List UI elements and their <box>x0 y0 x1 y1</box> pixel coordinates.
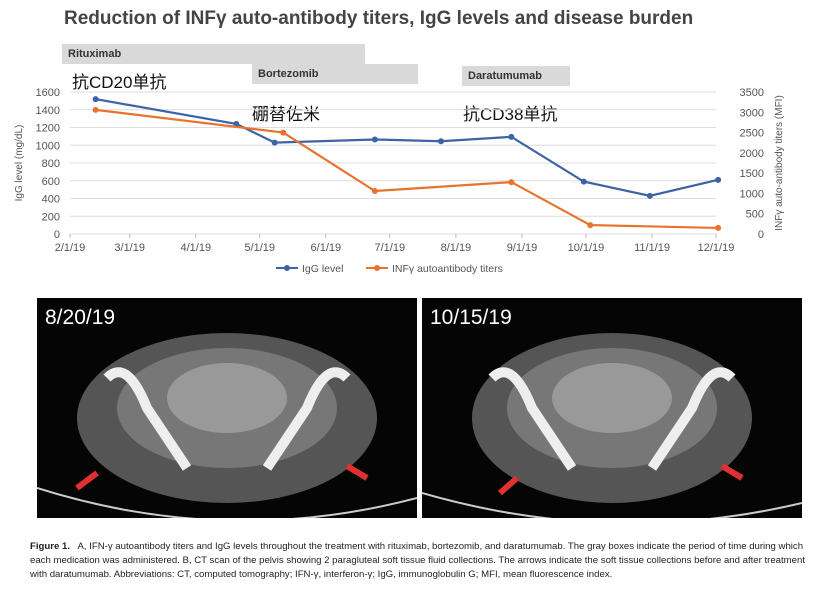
data-point <box>508 133 515 140</box>
y2-tick-label: 1000 <box>740 188 764 200</box>
data-point <box>508 179 515 186</box>
daratumumab-period-box: Daratumumab <box>462 66 570 86</box>
legend-marker <box>284 265 290 271</box>
data-point <box>715 224 722 231</box>
data-point <box>580 178 587 185</box>
y2-axis-label: INFγ auto-antibody titers (MFI) <box>774 95 785 231</box>
data-point <box>271 139 278 146</box>
x-tick-label: 12/1/19 <box>698 242 735 254</box>
y-tick-label: 600 <box>42 176 60 188</box>
data-point <box>92 96 99 103</box>
caption-text: A, IFN-γ autoantibody titers and IgG lev… <box>30 541 806 580</box>
x-tick-label: 10/1/19 <box>568 242 605 254</box>
legend-label: INFγ autoantibody titers <box>392 263 503 275</box>
x-tick-label: 8/1/19 <box>441 242 472 254</box>
series-line-0 <box>95 98 719 197</box>
y2-tick-label: 500 <box>746 209 764 221</box>
data-point <box>371 187 378 194</box>
arrow-icon <box>75 470 99 491</box>
data-point <box>233 120 240 127</box>
rituximab-period-box: Rituximab <box>62 44 365 64</box>
caption-label: Figure 1. <box>30 541 70 552</box>
x-tick-label: 11/1/19 <box>634 242 670 254</box>
y-tick-label: 0 <box>54 229 60 241</box>
data-point <box>280 129 287 136</box>
y-tick-label: 1200 <box>36 123 60 135</box>
rituximab-note: 抗CD20单抗 <box>72 73 167 92</box>
y-tick-label: 200 <box>42 211 60 223</box>
chart-title: Reduction of INFγ auto-antibody titers, … <box>64 8 694 29</box>
scan-date: 10/15/19 <box>430 306 512 329</box>
data-point <box>92 106 99 113</box>
arrow-icon <box>345 463 369 481</box>
series-line-1 <box>95 108 719 230</box>
y2-tick-label: 3000 <box>740 107 764 119</box>
y2-tick-label: 2500 <box>740 128 764 140</box>
y-tick-label: 1400 <box>36 105 60 117</box>
arrow-icon <box>720 463 744 481</box>
line-chart: 0 200 400 600 800 1000 1200 1400 1600 0 500 1000 150… <box>14 87 785 275</box>
x-tick-label: 3/1/19 <box>114 242 145 254</box>
x-tick-label: 9/1/19 <box>507 242 538 254</box>
data-point <box>437 138 444 145</box>
arrow-icon <box>498 475 519 496</box>
data-point <box>371 136 378 143</box>
y2-tick-label: 1500 <box>740 168 764 180</box>
ct-scan-after: 10/15/19 <box>422 298 802 518</box>
scan-date: 8/20/19 <box>45 306 116 329</box>
bortezomib-period-box: Bortezomib <box>252 64 418 84</box>
x-tick-label: 7/1/19 <box>375 242 406 254</box>
y-tick-label: 1000 <box>36 140 60 152</box>
legend-label: IgG level <box>302 263 343 275</box>
data-point <box>587 222 594 229</box>
data-point <box>646 192 653 199</box>
y-axis-label: IgG level (mg/dL) <box>14 125 25 202</box>
x-tick-label: 4/1/19 <box>180 242 211 254</box>
y-tick-label: 400 <box>42 194 60 206</box>
y-tick-label: 1600 <box>36 87 60 99</box>
ct-scan-before: 8/20/19 <box>37 298 417 518</box>
figure-caption: Figure 1. A, IFN-γ autoantibody titers a… <box>30 540 810 582</box>
data-point <box>715 176 722 183</box>
x-tick-label: 2/1/19 <box>55 242 86 254</box>
y2-tick-label: 2000 <box>740 148 764 160</box>
x-tick-label: 5/1/19 <box>244 242 275 254</box>
y-tick-label: 800 <box>42 158 60 170</box>
y2-tick-label: 3500 <box>740 87 764 99</box>
x-tick-label: 6/1/19 <box>311 242 342 254</box>
legend-marker <box>374 265 380 271</box>
y2-tick-label: 0 <box>758 229 764 241</box>
